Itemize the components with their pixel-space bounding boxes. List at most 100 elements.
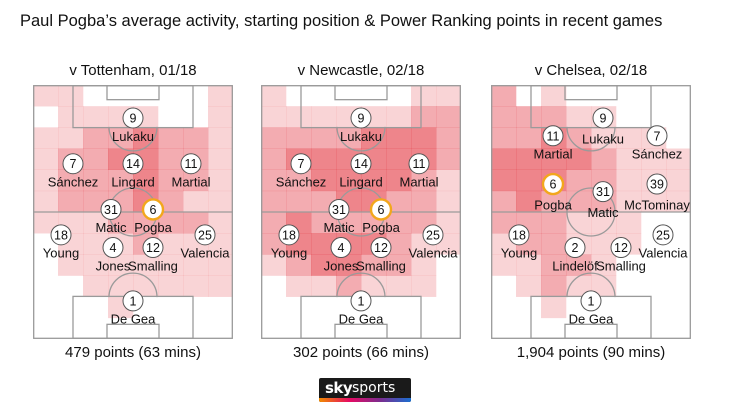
heat-cell bbox=[566, 254, 592, 276]
player-circle bbox=[564, 237, 586, 259]
heat-cell bbox=[386, 275, 412, 297]
heat-cell bbox=[516, 169, 542, 192]
player-name: Lingard bbox=[339, 175, 382, 190]
player-marker: 25 Valencia bbox=[181, 224, 230, 261]
match-title: v Chelsea, 02/18 bbox=[534, 62, 648, 79]
player-number: 2 bbox=[572, 241, 579, 255]
player-number: 31 bbox=[104, 203, 118, 217]
player-number: 1 bbox=[588, 294, 595, 308]
heat-cell bbox=[491, 190, 517, 213]
heat-cell bbox=[336, 275, 362, 297]
player-number: 7 bbox=[298, 157, 305, 171]
player-marker: 7 Sánchez bbox=[632, 125, 682, 162]
player-circle bbox=[580, 290, 602, 312]
heat-cell bbox=[183, 254, 209, 276]
player-number: 14 bbox=[126, 157, 140, 171]
player-circle bbox=[542, 125, 564, 147]
heat-cell bbox=[133, 275, 159, 297]
player-name: Pogba bbox=[134, 220, 172, 235]
heat-cell bbox=[566, 106, 592, 128]
heat-cell bbox=[133, 127, 159, 149]
heat-cell bbox=[208, 254, 233, 276]
player-name: Lukaku bbox=[582, 131, 624, 146]
heat-cell bbox=[411, 106, 437, 128]
heat-cell bbox=[108, 127, 134, 149]
heat-cell bbox=[33, 127, 59, 149]
player-number: 25 bbox=[656, 228, 670, 242]
heat-cell bbox=[311, 106, 337, 128]
heat-cell bbox=[361, 254, 387, 276]
heat-cell bbox=[286, 106, 312, 128]
heat-cell bbox=[616, 169, 642, 192]
heat-cell bbox=[311, 212, 337, 234]
player-number: 1 bbox=[130, 294, 137, 308]
pogba-highlight-circle bbox=[369, 198, 393, 221]
heat-cell bbox=[436, 127, 461, 149]
player-number: 18 bbox=[282, 228, 296, 242]
heat-cell bbox=[616, 148, 642, 170]
heat-cell bbox=[516, 127, 542, 149]
heat-cell bbox=[491, 212, 517, 234]
player-marker: 7 Sánchez bbox=[276, 153, 327, 190]
player-circle bbox=[122, 290, 144, 312]
player-name: Pogba bbox=[362, 220, 400, 235]
player-number: 12 bbox=[146, 241, 160, 255]
heat-cell bbox=[541, 85, 567, 107]
heat-cell bbox=[158, 254, 184, 276]
player-name: McTominay bbox=[624, 197, 690, 212]
player-number: 31 bbox=[332, 203, 346, 217]
heat-cell bbox=[83, 275, 109, 297]
heat-cell bbox=[261, 127, 287, 149]
heat-cell bbox=[361, 275, 387, 297]
heat-cell bbox=[261, 106, 287, 128]
heat-cell bbox=[616, 212, 642, 234]
player-marker: 1 De Gea bbox=[339, 290, 384, 327]
logo-sports-text: sports bbox=[352, 380, 396, 396]
heat-cell bbox=[311, 127, 337, 149]
chart-title: Paul Pogba’s average activity, starting … bbox=[20, 12, 663, 30]
player-circle bbox=[50, 224, 72, 246]
heat-cell bbox=[436, 190, 461, 213]
player-number: 39 bbox=[650, 178, 664, 192]
heat-cell bbox=[311, 275, 337, 297]
player-marker: 9 Lukaku bbox=[582, 107, 624, 146]
player-marker: 18 Young bbox=[43, 224, 79, 261]
heat-cell bbox=[261, 254, 287, 276]
player-number: 12 bbox=[614, 241, 628, 255]
player-name: Martial bbox=[171, 175, 210, 190]
heat-cell bbox=[108, 254, 134, 276]
player-marker: 6 Pogba bbox=[534, 172, 573, 212]
player-marker: 39 McTominay bbox=[624, 173, 690, 212]
heat-cell bbox=[58, 254, 84, 276]
player-name: Sánchez bbox=[276, 175, 327, 190]
heat-cell bbox=[336, 254, 362, 276]
player-circle bbox=[330, 237, 352, 259]
player-circle bbox=[508, 224, 530, 246]
player-marker: 9 Lukaku bbox=[340, 107, 382, 144]
sky-sports-logo: sky sports bbox=[319, 378, 411, 402]
player-name: De Gea bbox=[569, 312, 615, 327]
player-circle bbox=[62, 153, 84, 175]
player-number: 9 bbox=[600, 112, 607, 126]
heat-cell bbox=[33, 169, 59, 192]
heat-cell bbox=[516, 275, 542, 297]
heat-cell bbox=[491, 106, 517, 128]
player-number: 1 bbox=[358, 294, 365, 308]
player-circle bbox=[290, 153, 312, 175]
player-circle bbox=[350, 153, 372, 175]
heat-cell bbox=[541, 233, 567, 255]
heat-cell bbox=[58, 85, 84, 107]
heat-cell bbox=[286, 254, 312, 276]
heat-cell bbox=[58, 169, 84, 192]
player-number: 12 bbox=[374, 241, 388, 255]
heat-cell bbox=[411, 85, 437, 107]
heat-cell bbox=[516, 190, 542, 213]
heat-cell bbox=[566, 148, 592, 170]
player-marker: 11 Martial bbox=[533, 125, 573, 162]
heat-cell bbox=[616, 190, 642, 213]
heat-cell bbox=[158, 233, 184, 255]
heat-cell bbox=[58, 127, 84, 149]
player-name: Martial bbox=[399, 175, 438, 190]
heat-cell bbox=[108, 275, 134, 297]
player-marker: 11 Martial bbox=[399, 153, 439, 190]
